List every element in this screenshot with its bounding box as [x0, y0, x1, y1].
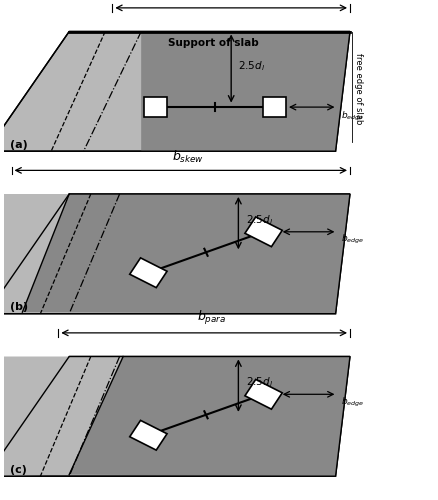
Bar	[244, 217, 282, 246]
Text: $b_{str}$: $b_{str}$	[227, 0, 249, 2]
Text: $b_{skew}$: $b_{skew}$	[172, 148, 204, 164]
Polygon shape	[0, 356, 123, 476]
Text: $b_{edge}$: $b_{edge}$	[340, 233, 364, 246]
Polygon shape	[0, 194, 349, 314]
Text: $2.5d_l$: $2.5d_l$	[238, 59, 265, 73]
Text: $b_{para}$: $b_{para}$	[196, 309, 226, 327]
Text: $b_{edge}$: $b_{edge}$	[340, 396, 364, 408]
Polygon shape	[0, 32, 349, 151]
Polygon shape	[141, 32, 349, 151]
Bar	[130, 420, 166, 450]
Bar	[130, 258, 166, 288]
Text: $b_{edge}$: $b_{edge}$	[340, 110, 364, 123]
Polygon shape	[0, 194, 69, 314]
Text: (c): (c)	[10, 464, 27, 474]
Text: Support of slab: Support of slab	[167, 38, 258, 48]
Text: free edge of slab: free edge of slab	[353, 52, 363, 124]
Bar	[262, 97, 286, 117]
Text: $2.5d_l$: $2.5d_l$	[245, 376, 272, 390]
Text: (b): (b)	[10, 302, 28, 312]
Bar	[144, 97, 167, 117]
Polygon shape	[69, 356, 349, 476]
Polygon shape	[22, 194, 349, 314]
Polygon shape	[0, 356, 349, 476]
Text: (a): (a)	[10, 140, 28, 149]
Text: $2.5d_l$: $2.5d_l$	[245, 213, 272, 227]
Bar	[244, 380, 282, 409]
